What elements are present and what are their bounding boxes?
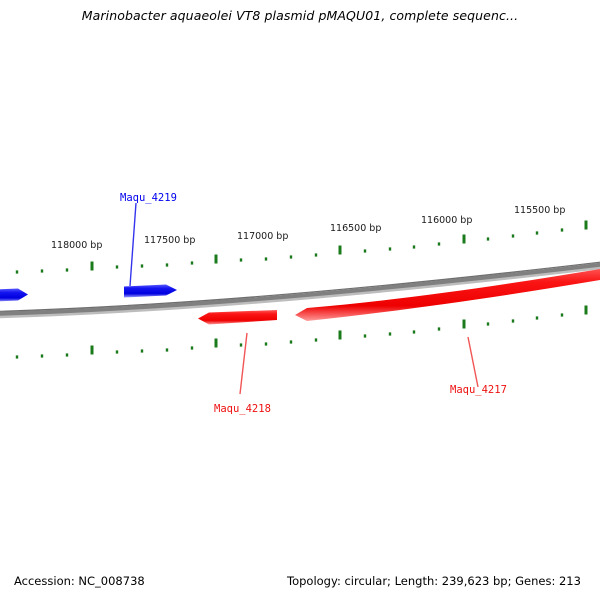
minor-tick-mark [535,316,539,320]
gene-label-maqu-4217[interactable]: Maqu_4217 [450,384,507,396]
minor-tick-mark [314,338,318,342]
minor-tick-mark [115,350,119,354]
page-title: Marinobacter aquaeolei VT8 plasmid pMAQU… [81,8,519,23]
gene-arrow-maqu-4217[interactable] [295,267,600,321]
minor-tick-mark [486,237,490,241]
gene-body[interactable] [124,284,177,298]
ruler-tick-label: 116000 bp [421,215,473,226]
minor-tick-mark [140,349,144,353]
minor-tick-mark [560,228,564,232]
major-tick-mark [214,338,218,348]
minor-tick-mark [289,340,293,344]
ruler-tick-label: 116500 bp [330,223,382,234]
topology-text: Topology: circular; Length: 239,623 bp; … [287,574,581,588]
gene-arrow-maqu-4219[interactable] [124,284,177,298]
gene-arrow-clipped-left[interactable] [0,288,28,303]
gene-body[interactable] [0,288,28,303]
minor-tick-mark [190,261,194,265]
backbone-shadow [0,266,600,319]
minor-tick-mark [363,334,367,338]
minor-tick-mark [437,327,441,331]
minor-tick-mark [486,322,490,326]
minor-tick-mark [140,264,144,268]
minor-tick-mark [15,355,19,359]
minor-tick-mark [239,343,243,347]
ruler-tick-label: 117000 bp [237,231,289,242]
minor-tick-mark [115,265,119,269]
lower-tick-row [15,305,588,359]
upper-tick-row [15,220,588,274]
major-tick-mark [462,234,466,244]
minor-tick-mark [239,258,243,262]
minor-tick-mark [289,255,293,259]
minor-tick-mark [264,342,268,346]
minor-tick-mark [437,242,441,246]
major-tick-mark [584,305,588,315]
minor-tick-mark [412,245,416,249]
major-tick-mark [214,254,218,264]
minor-tick-mark [65,268,69,272]
minor-tick-mark [560,313,564,317]
leader-line-maqu-4218 [239,332,248,395]
backbone-highlight [0,261,600,312]
sequence-backbone[interactable] [0,261,600,319]
minor-tick-mark [535,231,539,235]
minor-tick-mark [190,346,194,350]
minor-tick-mark [388,332,392,336]
accession-text: Accession: NC_008738 [14,574,145,588]
gene-body[interactable] [198,310,277,325]
major-tick-mark [90,345,94,355]
minor-tick-mark [511,319,515,323]
gene-arrow-maqu-4218[interactable] [198,310,277,325]
major-tick-mark [584,220,588,230]
minor-tick-mark [388,247,392,251]
major-tick-mark [90,261,94,271]
minor-tick-mark [40,354,44,358]
minor-tick-mark [40,269,44,273]
ruler-tick-label: 118000 bp [51,240,103,251]
minor-tick-mark [65,353,69,357]
status-bar: Accession: NC_008738 Topology: circular;… [0,566,600,600]
minor-tick-mark [511,234,515,238]
leader-line-maqu-4219 [129,202,137,287]
major-tick-mark [338,245,342,255]
backbone-line [0,262,600,316]
minor-tick-mark [165,348,169,352]
ruler-tick-label: 117500 bp [144,235,196,246]
minor-tick-mark [15,270,19,274]
minor-tick-mark [412,330,416,334]
gene-label-maqu-4219[interactable]: Maqu_4219 [120,192,177,204]
minor-tick-mark [314,253,318,257]
minor-tick-mark [165,263,169,267]
minor-tick-mark [264,257,268,261]
gene-label-maqu-4218[interactable]: Maqu_4218 [214,403,271,415]
minor-tick-mark [363,249,367,253]
ruler-tick-label: 115500 bp [514,205,566,216]
major-tick-mark [338,330,342,340]
major-tick-mark [462,319,466,329]
leader-line-maqu-4217 [467,336,479,388]
gene-body[interactable] [295,267,600,321]
